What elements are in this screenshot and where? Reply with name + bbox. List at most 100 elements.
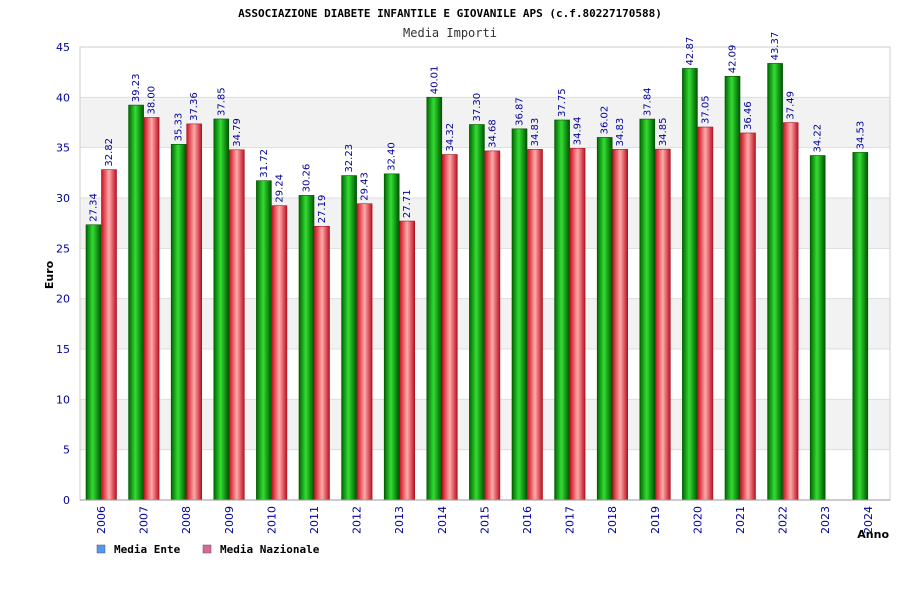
bar-media-nazionale-2013 (399, 220, 416, 501)
bar-media-ente-2017 (554, 119, 570, 501)
value-label-media-ente-2023: 34.22 (813, 124, 824, 153)
bar-media-ente-2016 (511, 128, 528, 501)
x-tick-label-2012: 2012 (351, 506, 364, 534)
value-label-media-ente-2007: 39.23 (131, 73, 142, 102)
value-label-media-nazionale-2015: 34.68 (487, 119, 498, 148)
value-label-media-nazionale-2010: 29.24 (274, 174, 285, 203)
x-tick-label-2021: 2021 (734, 506, 747, 534)
bar-media-nazionale-2017 (569, 147, 586, 501)
legend-label-media-nazionale: Media Nazionale (220, 543, 320, 556)
value-labels: 27.34 32.82 39.23 38.00 35.33 37.36 37.85 34.79… (89, 32, 867, 224)
value-label-media-ente-2012: 32.23 (344, 144, 355, 173)
x-axis-label: Anno (857, 528, 889, 541)
bar-media-ente-2007 (128, 104, 144, 501)
legend: Media Ente Media Nazionale (96, 543, 320, 556)
value-label-media-ente-2018: 36.02 (600, 106, 611, 135)
value-label-media-ente-2016: 36.87 (515, 97, 526, 126)
x-tick-label-2006: 2006 (95, 506, 108, 534)
bar-media-ente-2009 (213, 118, 230, 501)
y-tick-label: 0 (63, 494, 70, 507)
bar-media-ente-2020 (682, 68, 698, 501)
value-label-media-ente-2017: 37.75 (557, 88, 568, 117)
value-label-media-ente-2013: 32.40 (387, 142, 398, 171)
x-tick-label-2011: 2011 (308, 506, 321, 534)
value-label-media-ente-2019: 37.84 (642, 87, 653, 116)
x-tick-label-2024: 2024 (862, 506, 875, 534)
bar-media-nazionale-2019 (654, 148, 671, 501)
bar-media-ente-2024 (852, 152, 869, 501)
value-label-media-ente-2014: 40.01 (429, 66, 440, 95)
bar-media-nazionale-2006 (101, 169, 117, 501)
bar-media-nazionale-2009 (229, 149, 245, 501)
value-label-media-nazionale-2008: 37.36 (189, 92, 200, 121)
y-tick-label: 10 (56, 393, 70, 406)
x-axis-ticks: 2006 2007 2008 2009 2010 2011 2012 2013 2014 2015… (95, 506, 875, 534)
value-label-media-ente-2015: 37.30 (472, 93, 483, 122)
bar-media-nazionale-2016 (527, 149, 543, 501)
bar-media-nazionale-2015 (484, 150, 501, 501)
bar-media-nazionale-2010 (271, 205, 288, 501)
bar-media-nazionale-2008 (186, 123, 202, 501)
bar-media-nazionale-2022 (782, 122, 799, 501)
value-label-media-nazionale-2011: 27.19 (317, 195, 328, 224)
value-label-media-ente-2020: 42.87 (685, 37, 696, 66)
y-tick-label: 40 (56, 91, 70, 104)
bar-media-nazionale-2012 (356, 203, 373, 501)
legend-swatch-media-ente (96, 544, 106, 554)
bar-media-ente-2006 (85, 224, 102, 501)
x-tick-label-2020: 2020 (691, 506, 704, 534)
x-tick-label-2019: 2019 (649, 506, 662, 534)
bar-media-nazionale-2020 (697, 126, 714, 501)
bar-media-ente-2019 (639, 118, 656, 501)
y-tick-label: 45 (56, 41, 70, 54)
value-label-media-nazionale-2006: 32.82 (104, 138, 115, 167)
y-tick-label: 35 (56, 142, 70, 155)
value-label-media-ente-2024: 34.53 (855, 121, 866, 150)
bar-media-ente-2021 (724, 75, 741, 501)
bar-media-ente-2014 (426, 96, 443, 501)
bar-media-nazionale-2014 (441, 154, 458, 501)
x-tick-label-2010: 2010 (265, 506, 278, 534)
value-label-media-nazionale-2007: 38.00 (147, 86, 158, 115)
value-label-media-nazionale-2012: 29.43 (360, 172, 371, 201)
chart-title: ASSOCIAZIONE DIABETE INFANTILE E GIOVANI… (238, 7, 662, 20)
bar-media-ente-2008 (170, 144, 187, 501)
bar-media-ente-2011 (298, 195, 315, 501)
x-tick-label-2023: 2023 (819, 506, 832, 534)
bar-media-nazionale-2018 (612, 149, 629, 501)
y-axis-label: Euro (43, 260, 56, 289)
value-label-media-nazionale-2020: 37.05 (700, 95, 711, 124)
value-label-media-nazionale-2014: 34.32 (445, 123, 456, 152)
value-label-media-nazionale-2022: 37.49 (786, 91, 797, 120)
legend-swatch-media-nazionale (202, 544, 212, 554)
y-tick-label: 15 (56, 343, 70, 356)
bar-media-nazionale-2021 (740, 132, 756, 501)
x-tick-label-2022: 2022 (777, 506, 790, 534)
value-label-media-ente-2008: 35.33 (174, 113, 185, 142)
bars (85, 63, 869, 501)
y-tick-label: 25 (56, 242, 70, 255)
value-label-media-ente-2006: 27.34 (89, 193, 100, 222)
bar-media-ente-2023 (809, 155, 826, 501)
x-tick-label-2007: 2007 (138, 506, 151, 534)
x-tick-label-2008: 2008 (180, 506, 193, 534)
value-label-media-nazionale-2016: 34.83 (530, 118, 541, 147)
value-label-media-ente-2021: 42.09 (728, 45, 739, 74)
x-tick-label-2014: 2014 (436, 506, 449, 534)
value-label-media-nazionale-2019: 34.85 (658, 118, 669, 147)
value-label-media-nazionale-2009: 34.79 (232, 118, 243, 147)
bar-media-ente-2010 (256, 180, 272, 501)
legend-label-media-ente: Media Ente (114, 543, 181, 556)
value-label-media-ente-2022: 43.37 (770, 32, 781, 61)
bar-media-ente-2013 (383, 173, 400, 501)
x-tick-label-2015: 2015 (478, 506, 491, 534)
y-axis-ticks: 0 5 10 15 20 25 30 35 40 45 (56, 41, 70, 507)
y-tick-label: 20 (56, 293, 70, 306)
value-label-media-nazionale-2018: 34.83 (615, 118, 626, 147)
value-label-media-nazionale-2017: 34.94 (573, 117, 584, 146)
bar-media-ente-2012 (341, 175, 357, 501)
y-tick-label: 30 (56, 192, 70, 205)
x-tick-label-2016: 2016 (521, 506, 534, 534)
x-tick-label-2018: 2018 (606, 506, 619, 534)
